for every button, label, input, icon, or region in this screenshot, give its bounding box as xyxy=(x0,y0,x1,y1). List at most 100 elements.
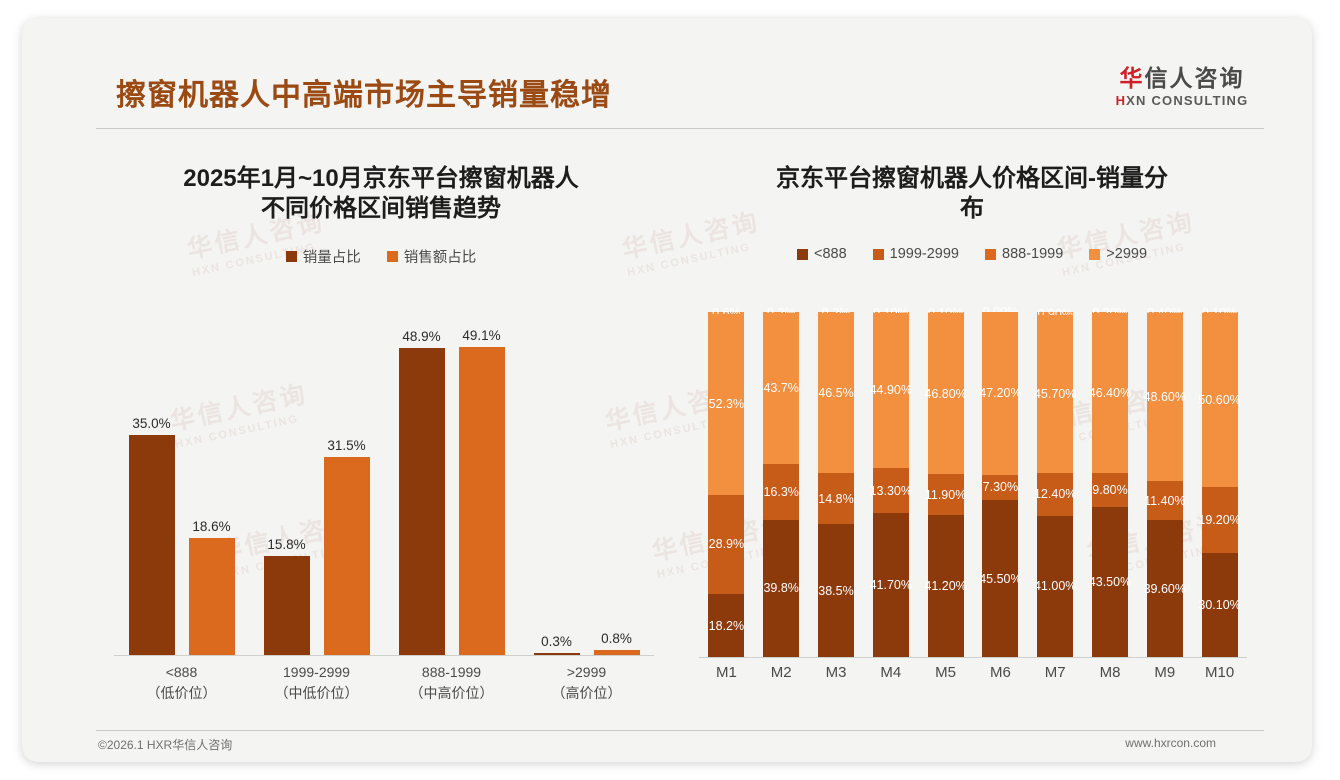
bar-column[interactable]: 49.1% xyxy=(458,328,505,655)
legend-label: >2999 xyxy=(1106,246,1148,263)
x-axis-month-label: M7 xyxy=(1044,664,1066,681)
bar-value-label: 0.8% xyxy=(601,630,632,646)
stacked-bar-segment[interactable]: 18.2% xyxy=(708,594,745,657)
bar-column[interactable]: 15.8% xyxy=(263,537,310,655)
x-axis-category-sub: （高价位） xyxy=(551,685,622,701)
stacked-bar[interactable]: 0.90% 45.70% 12.40% 41.00% xyxy=(1033,307,1077,657)
x-axis-month-label: M10 xyxy=(1205,664,1235,681)
bar-column[interactable]: 0.3% xyxy=(533,634,580,655)
stacked-bar-segment[interactable]: 12.40% xyxy=(1033,472,1077,516)
bar-rect[interactable] xyxy=(533,653,580,655)
segment-value-label: 46.80% xyxy=(924,386,967,401)
stacked-bar-segment[interactable]: 48.60% xyxy=(1144,313,1186,482)
left-chart-legend-item[interactable]: 销量占比 xyxy=(285,246,361,267)
right-chart-panel: 京东平台擦窗机器人价格区间-销量分 布 <888 1999-2999 888-199… xyxy=(677,150,1267,720)
header-divider xyxy=(96,128,1264,129)
bar-column[interactable]: 35.0% xyxy=(128,416,175,655)
bar-rect[interactable] xyxy=(323,457,370,655)
right-chart-legend: <888 1999-2999 888-1999 >2999 xyxy=(677,246,1267,262)
stacked-bar[interactable]: 0.10%46.80%11.90%41.20% xyxy=(924,306,967,657)
logo-accent-char: 华 xyxy=(1119,65,1145,91)
stacked-bar-segment[interactable]: 44.90% xyxy=(870,313,912,468)
stacked-bar-segment[interactable]: 16.3% xyxy=(763,463,800,520)
right-chart-legend-item[interactable]: 888-1999 xyxy=(985,246,1063,262)
segment-value-label: 45.50% xyxy=(979,571,1022,586)
stacked-bar[interactable]: 0.6% 52.3% 28.9% 18.2% xyxy=(708,306,745,657)
stacked-bar-segment[interactable]: 41.20% xyxy=(924,515,967,657)
stacked-bar[interactable]: 0.20%46.40%9.80%43.50% xyxy=(1089,306,1131,657)
x-axis-category-sub: （低价位） xyxy=(146,685,217,701)
bar-column[interactable]: 48.9% xyxy=(398,329,445,655)
footer-website: www.hxrcon.com xyxy=(1125,736,1216,750)
logo-en-rest: XN CONSULTING xyxy=(1126,93,1249,109)
stacked-bar-segment[interactable]: 43.7% xyxy=(763,313,800,464)
stacked-bar[interactable]: 0.40%48.60%11.40%39.60% xyxy=(1143,306,1186,657)
bar-rect[interactable] xyxy=(263,555,310,655)
bar-value-label: 31.5% xyxy=(327,438,366,454)
stacked-bar[interactable]: 0.2%46.5%14.8%38.5% xyxy=(818,306,854,657)
stacked-bar-segment[interactable]: 30.10% xyxy=(1198,553,1241,657)
left-chart-panel: 2025年1月~10月京东平台擦窗机器人 不同价格区间销售趋势 销量占比 销售额占… xyxy=(96,150,666,720)
right-chart-legend-item[interactable]: 1999-2999 xyxy=(872,246,959,262)
bar-value-label: 0.3% xyxy=(541,634,572,649)
bar-group-inner: 35.0% 18.6% xyxy=(114,310,249,655)
segment-value-label: 39.60% xyxy=(1143,581,1186,596)
bar-column[interactable]: 31.5% xyxy=(323,438,370,655)
x-axis-category-label: 1999-2999 （中低价位） xyxy=(249,662,384,704)
bar-value-label: 18.6% xyxy=(192,519,231,535)
segment-value-label: 9.80% xyxy=(1092,483,1128,498)
bar-rect[interactable] xyxy=(458,347,505,655)
segment-value-label: 14.8% xyxy=(818,491,854,506)
stacked-bar-segment[interactable]: 39.60% xyxy=(1143,520,1186,657)
stacked-bar-segment[interactable]: 19.20% xyxy=(1198,487,1241,554)
stacked-bar-segment[interactable]: 45.50% xyxy=(979,500,1022,657)
stacked-bar-segment[interactable]: 28.9% xyxy=(708,494,745,595)
stacked-bar-segment[interactable]: 38.5% xyxy=(818,524,854,657)
right-chart-legend-item[interactable]: >2999 xyxy=(1089,246,1147,262)
bar-value-label: 35.0% xyxy=(132,416,171,432)
stacked-bar-segment[interactable]: 14.8% xyxy=(818,473,854,525)
stacked-bar-segment[interactable]: 52.3% xyxy=(708,314,745,495)
bar-rect[interactable] xyxy=(188,538,235,655)
stacked-bar-segment[interactable]: 7.30% xyxy=(982,474,1019,501)
segment-value-label: 11.90% xyxy=(924,487,967,502)
stacked-bar-segment[interactable]: 47.20% xyxy=(979,312,1022,475)
legend-swatch-icon xyxy=(386,251,398,263)
stacked-bar-segment[interactable]: 50.60% xyxy=(1198,313,1241,488)
stacked-bar-segment[interactable]: 11.90% xyxy=(924,474,967,516)
bar-value-label: 49.1% xyxy=(462,328,501,344)
segment-value-label: 12.40% xyxy=(1033,487,1077,502)
stacked-bar-segment[interactable]: 46.5% xyxy=(818,313,854,474)
legend-swatch-icon xyxy=(1089,248,1101,260)
stacked-bar-segment[interactable]: 46.40% xyxy=(1089,313,1131,474)
x-axis-month-label: M1 xyxy=(715,664,737,681)
stacked-bar-segment[interactable]: 11.40% xyxy=(1144,481,1186,521)
stacked-bar[interactable]: 0.00%47.20%7.30%45.50% xyxy=(979,305,1022,657)
right-chart-legend-item[interactable]: <888 xyxy=(796,246,847,262)
right-chart-title-line2: 布 xyxy=(960,195,984,223)
stacked-bar[interactable]: 0.10%44.90%13.30%41.70% xyxy=(870,306,912,657)
bar-group-inner: 15.8% 31.5% xyxy=(249,310,384,655)
stacked-bar[interactable]: 0.10%50.60%19.20%30.10% xyxy=(1198,306,1241,657)
stacked-bar-segment[interactable]: 13.30% xyxy=(870,467,912,514)
bar-rect[interactable] xyxy=(128,435,175,655)
stacked-bar-segment[interactable]: 46.80% xyxy=(924,313,967,475)
x-axis-category-main: >2999 xyxy=(566,664,607,680)
stacked-bar-segment[interactable]: 39.8% xyxy=(763,519,800,657)
stacked-bar-segment[interactable]: 43.50% xyxy=(1089,506,1131,657)
bar-rect[interactable] xyxy=(593,649,640,655)
stacked-bar-segment[interactable]: 9.80% xyxy=(1092,473,1128,507)
x-axis-month-label: M8 xyxy=(1099,664,1121,681)
left-chart-legend-item[interactable]: 销售额占比 xyxy=(386,246,476,267)
stacked-bar[interactable]: 0.2%43.7%16.3%39.8% xyxy=(763,306,800,657)
bar-rect[interactable] xyxy=(398,348,445,655)
bar-column[interactable]: 18.6% xyxy=(188,519,235,655)
x-axis-category-label: >2999 （高价位） xyxy=(519,662,654,704)
stacked-bar-segment[interactable]: 41.00% xyxy=(1034,515,1076,657)
bar-column[interactable]: 0.8% xyxy=(593,631,640,655)
x-axis-category-main: <888 xyxy=(165,664,198,680)
stacked-bar-segment[interactable]: 45.70% xyxy=(1034,315,1076,473)
bar-group: 48.9% 49.1% xyxy=(384,310,519,655)
logo-english: HXN CONSULTING xyxy=(1102,93,1262,108)
stacked-bar-segment[interactable]: 41.70% xyxy=(870,513,912,657)
